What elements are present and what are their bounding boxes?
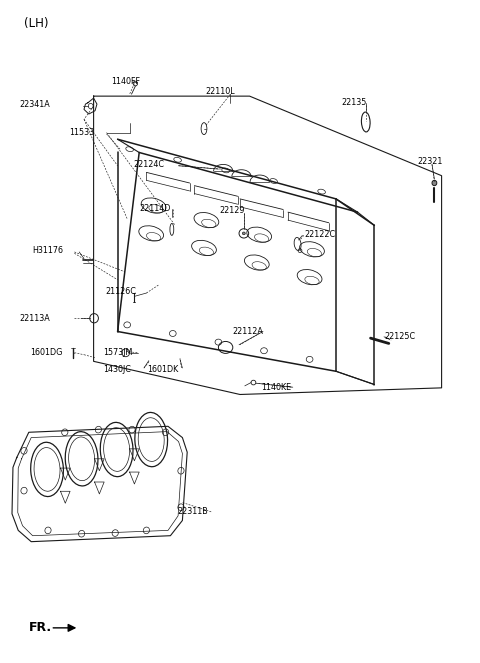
Text: 1140KE: 1140KE (262, 383, 292, 392)
Text: 21126C: 21126C (106, 287, 136, 296)
Text: 22110L: 22110L (205, 87, 235, 96)
Text: 1140FF: 1140FF (111, 77, 140, 86)
Text: 22341A: 22341A (19, 100, 50, 109)
Text: (LH): (LH) (24, 17, 48, 30)
Text: 1573JM: 1573JM (103, 348, 132, 357)
Text: 11533: 11533 (70, 128, 95, 137)
Text: 22122C: 22122C (304, 230, 336, 239)
Text: 22311B: 22311B (178, 507, 208, 516)
Text: 22114D: 22114D (139, 204, 170, 213)
Text: H31176: H31176 (33, 246, 64, 255)
Text: FR.: FR. (29, 621, 52, 634)
Text: 22112A: 22112A (232, 327, 263, 336)
Text: 22321: 22321 (418, 157, 443, 166)
Text: 1430JC: 1430JC (103, 365, 131, 375)
Ellipse shape (432, 180, 437, 186)
Text: 22135: 22135 (342, 98, 367, 107)
Ellipse shape (242, 232, 245, 235)
Text: 1601DG: 1601DG (30, 348, 62, 357)
Text: 22113A: 22113A (19, 314, 50, 323)
Text: 1601DK: 1601DK (147, 365, 178, 375)
Text: 22125C: 22125C (384, 332, 415, 341)
Text: 22124C: 22124C (133, 160, 165, 169)
Text: 22129: 22129 (219, 206, 244, 215)
